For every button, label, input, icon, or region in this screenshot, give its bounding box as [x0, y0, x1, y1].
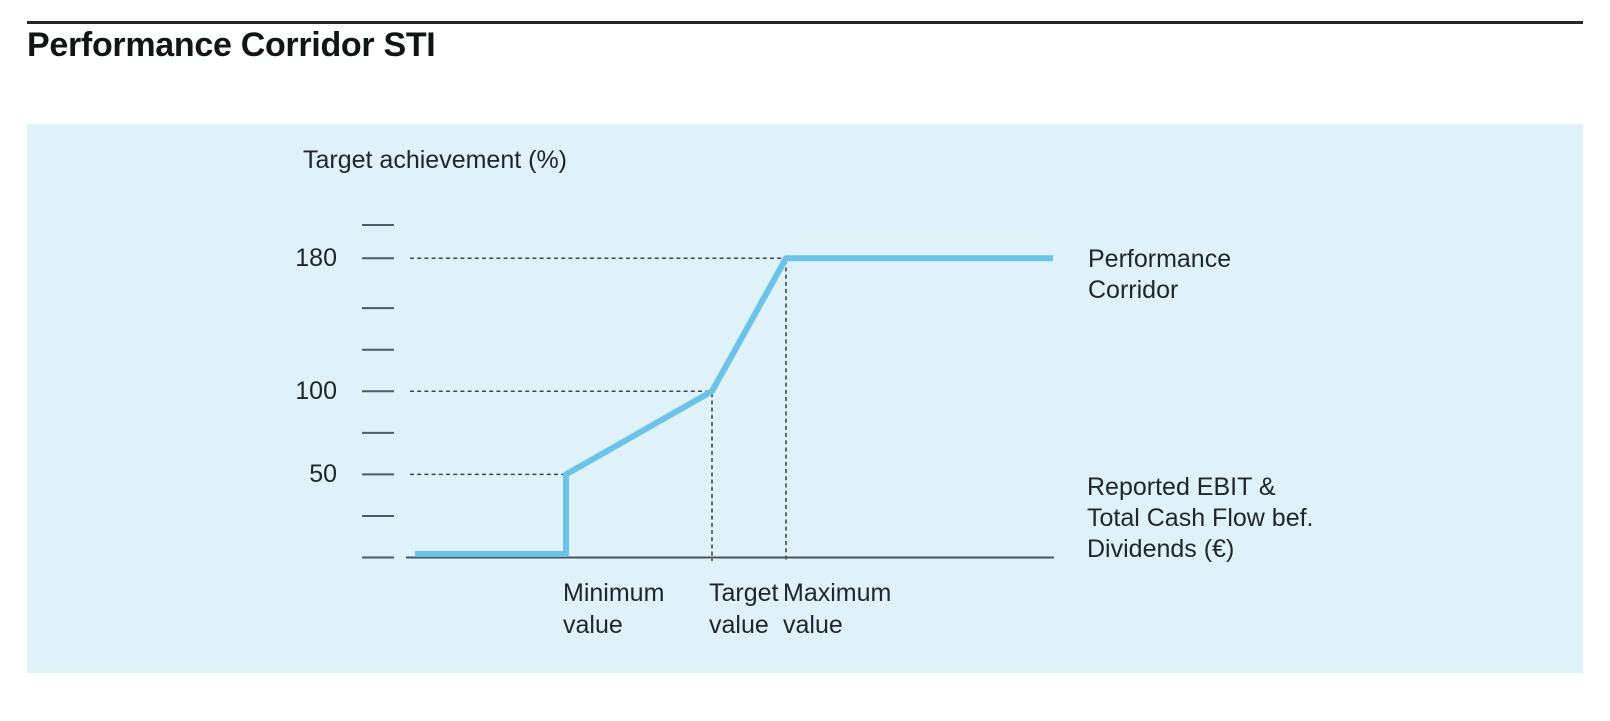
- y-axis-title: Target achievement (%): [303, 146, 568, 174]
- y-tick-label: 100: [295, 377, 337, 406]
- page-title: Performance Corridor STI: [27, 26, 436, 64]
- series-legend: Performance Corridor: [1088, 244, 1231, 306]
- x-category-label: Target value: [709, 577, 778, 641]
- y-tick-label: 180: [295, 244, 337, 273]
- legend-label-line: Performance: [1088, 245, 1232, 273]
- y-tick-label: 50: [309, 460, 337, 489]
- x-category-label-line: Minimum: [563, 579, 665, 607]
- x-axis-title: Reported EBIT & Total Cash Flow bef. Div…: [1087, 472, 1314, 565]
- x-category-label: Minimum value: [563, 577, 664, 641]
- x-axis-title-line: Dividends (€): [1087, 535, 1235, 563]
- x-category-label-line: Target: [709, 579, 779, 607]
- x-category-label-line: value: [563, 611, 623, 639]
- x-category-label-line: value: [709, 611, 769, 639]
- x-axis-title-line: Reported EBIT &: [1087, 473, 1276, 501]
- legend-label-line: Corridor: [1088, 276, 1179, 304]
- x-category-label-line: value: [783, 611, 843, 639]
- x-axis-title-line: Total Cash Flow bef.: [1087, 504, 1314, 532]
- x-category-label-line: Maximum: [783, 579, 892, 607]
- title-divider: [27, 21, 1583, 24]
- x-category-label: Maximum value: [783, 577, 891, 641]
